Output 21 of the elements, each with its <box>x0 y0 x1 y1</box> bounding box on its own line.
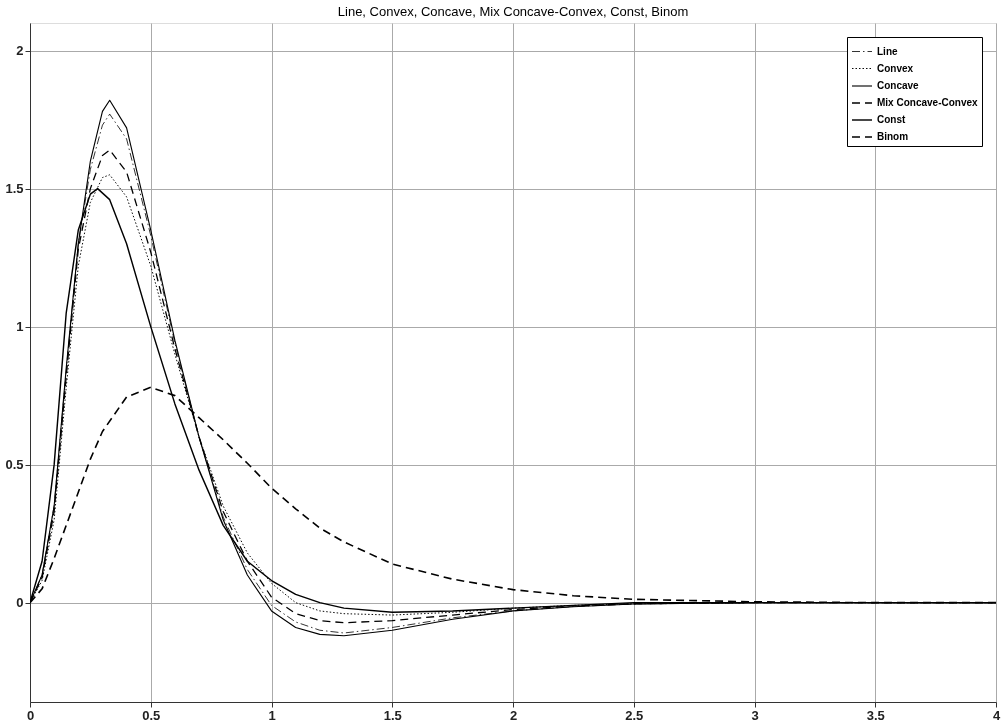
x-tick-label: 2.5 <box>625 707 644 723</box>
x-tick-label: 2 <box>509 707 518 723</box>
chart-title: Line, Convex, Concave, Mix Concave-Convex, Const, Binom <box>337 4 689 19</box>
legend-label: Line <box>877 45 898 57</box>
legend-label: Concave <box>877 80 920 91</box>
legend-label: Mix Concave-Convex <box>877 97 979 108</box>
y-tick-label: 2 <box>16 43 24 59</box>
x-tick-label: 1 <box>268 707 276 723</box>
y-tick-label: 1 <box>16 319 24 335</box>
y-tick-label: 0.5 <box>5 457 24 473</box>
x-tick-label: 0 <box>26 707 35 723</box>
y-tick-label: 1.5 <box>5 181 24 197</box>
x-tick-label: 1.5 <box>383 707 402 723</box>
y-tick-label: 0 <box>16 595 24 611</box>
x-tick-label: 3.5 <box>866 707 885 723</box>
legend-label: Const <box>877 114 906 125</box>
x-tick-label: 0.5 <box>142 707 161 723</box>
x-tick-label: 4 <box>992 707 1001 723</box>
legend-label: Convex <box>877 62 914 74</box>
legend-label: Binom <box>877 131 909 142</box>
x-tick-label: 3 <box>751 707 759 723</box>
